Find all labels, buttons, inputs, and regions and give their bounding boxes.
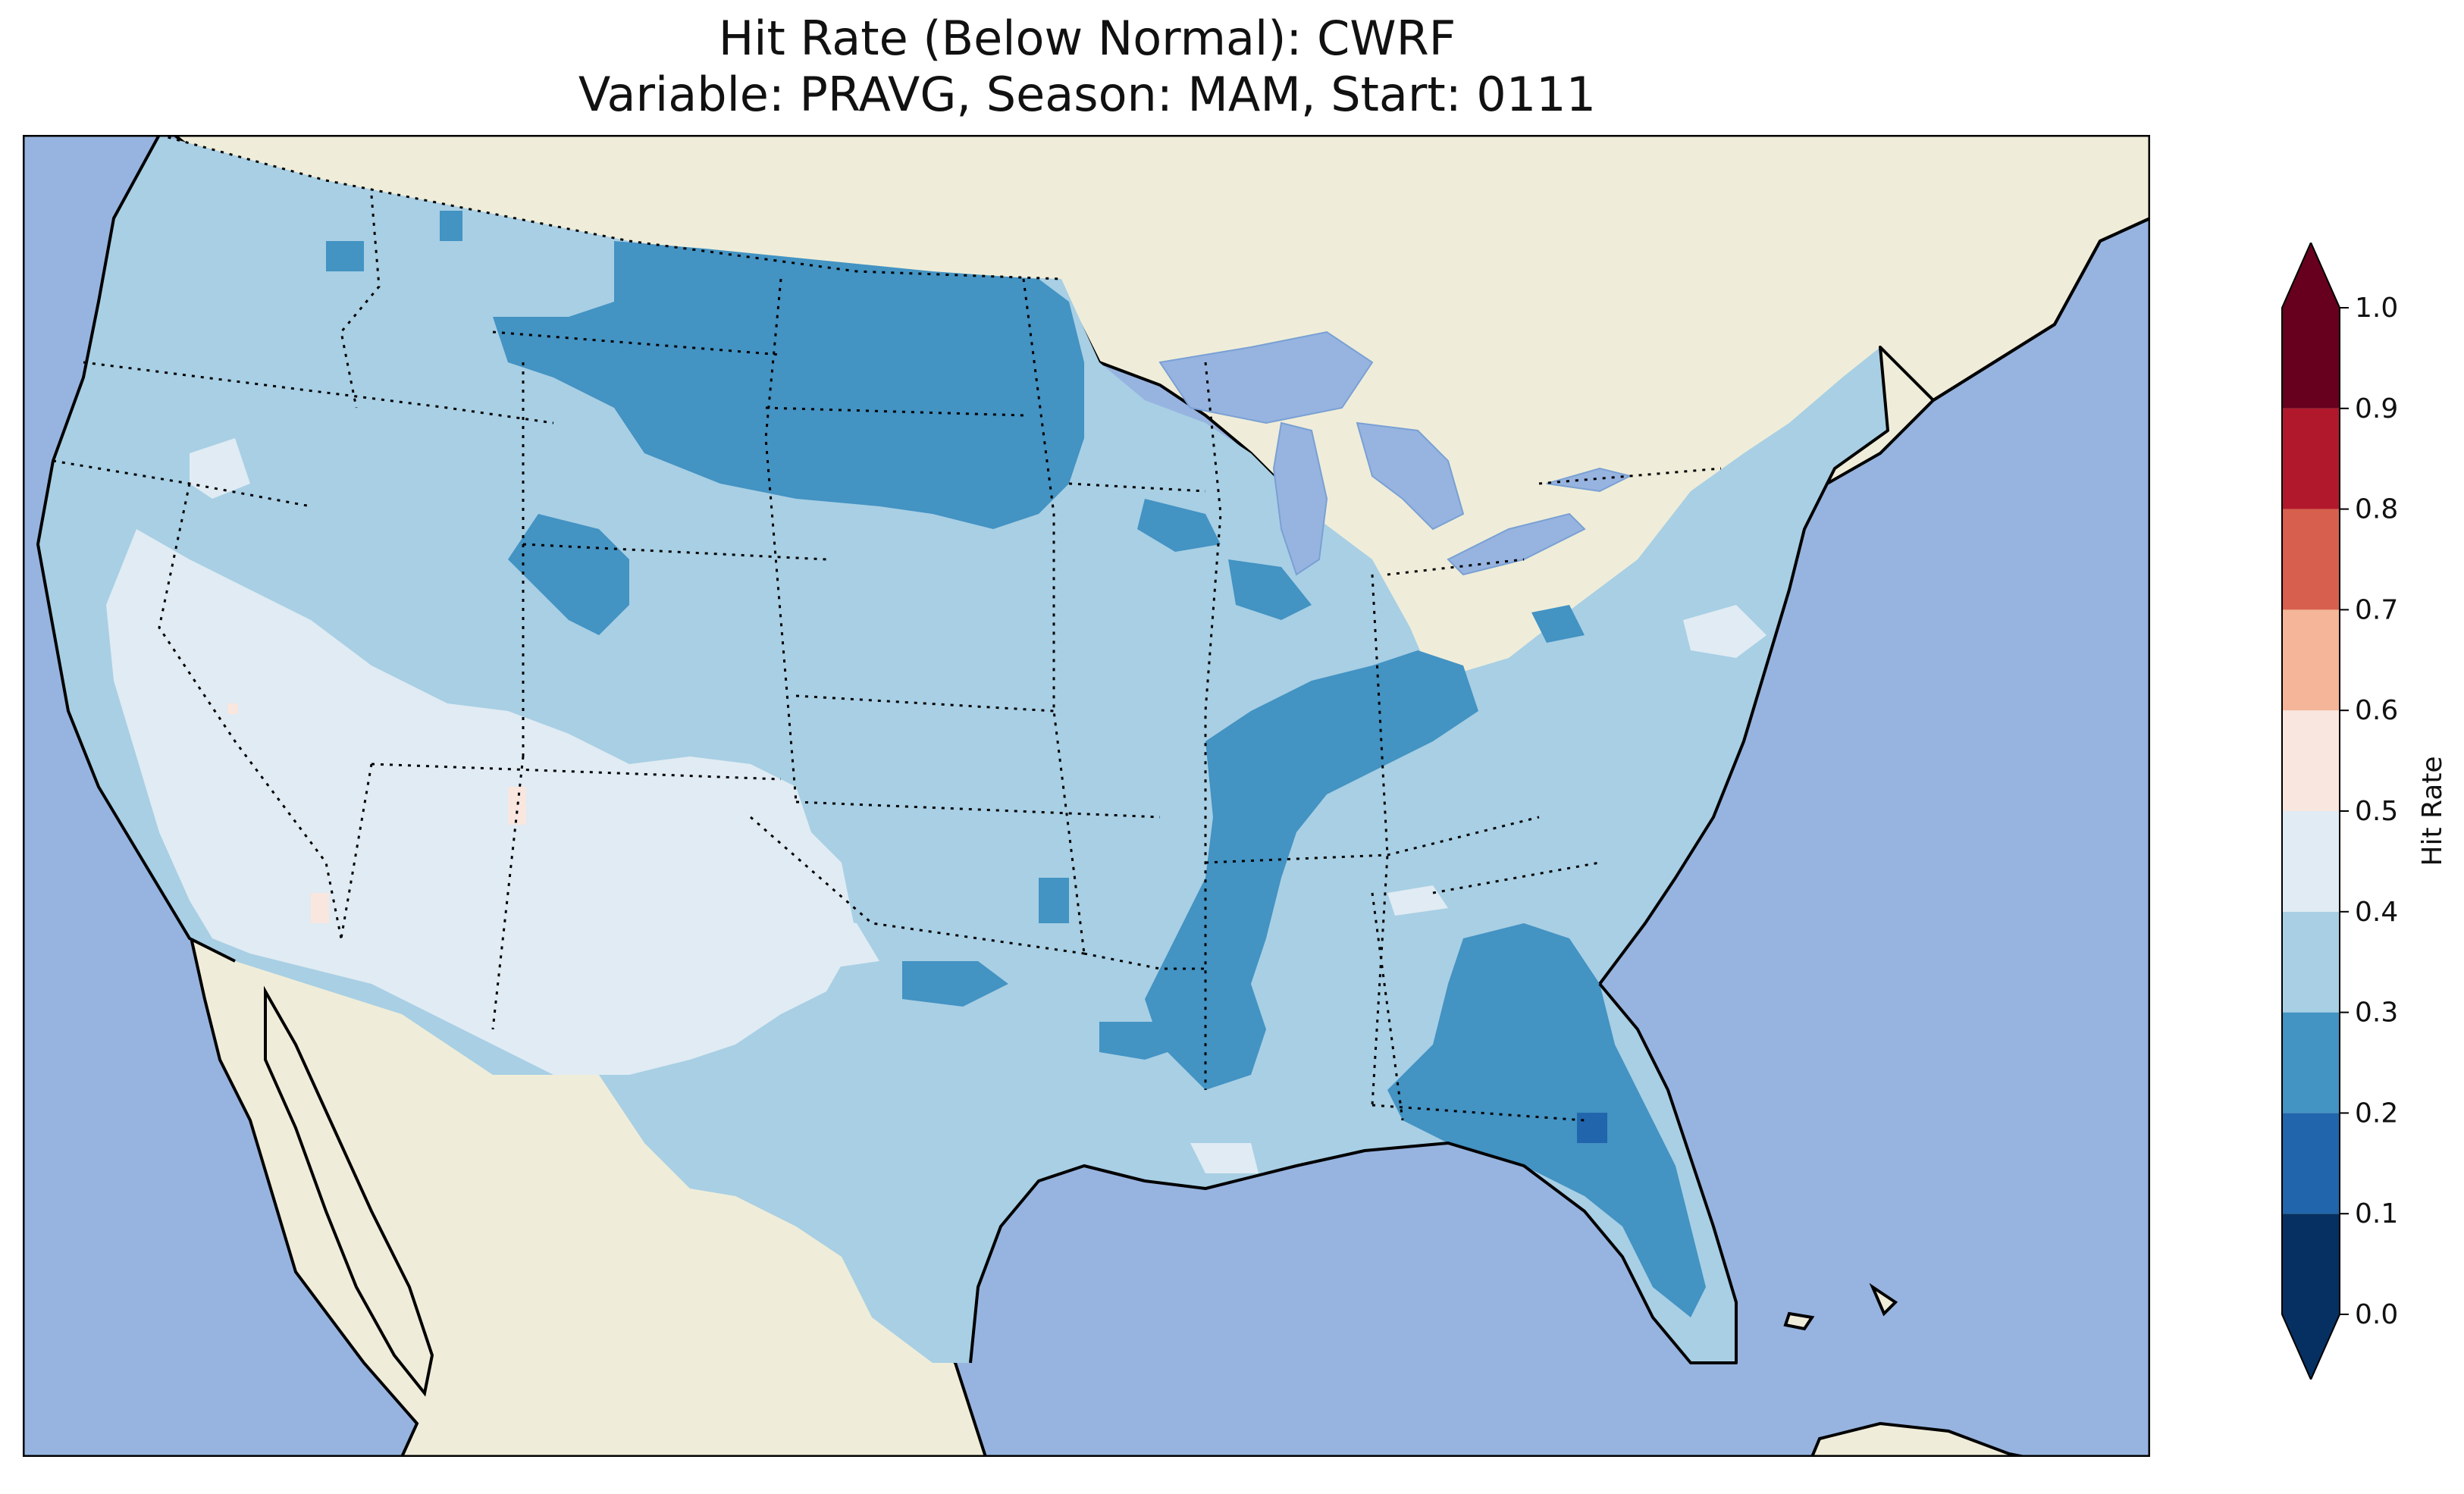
northern-plains-low-region	[493, 241, 1084, 529]
baja-peninsula	[264, 985, 434, 1397]
south-florida-lowest-spot	[1577, 1113, 1607, 1143]
state-borders	[52, 135, 1722, 1122]
colorbar-label: Hit Rate	[2417, 756, 2448, 866]
southwest-peak-spot-2	[311, 893, 329, 923]
colorbar: 0.0 0.1 0.2 0.3 0.4 0.5 0.6 0.7 0.8 0.9 1.0 Hit Ra…	[2281, 243, 2448, 1380]
colorbar-tick-label: 0.2	[2355, 1098, 2398, 1129]
cuba-island	[1810, 1421, 2025, 1457]
southwest-high-region	[106, 529, 857, 1075]
texas-low-patch	[902, 961, 1008, 1007]
colorbar-ticks: 0.0 0.1 0.2 0.3 0.4 0.5 0.6 0.7 0.8 0.9 1.0	[2340, 293, 2398, 1330]
gulf-coast-line	[969, 982, 1738, 1364]
border-pa-ny	[1538, 467, 1722, 485]
nevada-peak-spot	[227, 703, 238, 714]
map-panel	[23, 135, 2150, 1457]
oregon-low-patch	[440, 211, 462, 241]
border-wa-or	[83, 361, 554, 424]
idaho-high-patch	[190, 438, 250, 499]
colorbar-extend-max	[2282, 243, 2340, 308]
border-al-ga	[1371, 892, 1404, 1121]
colorbar-bin	[2282, 911, 2340, 1013]
border-nm-tx	[491, 756, 525, 1030]
border-ne-ks	[795, 694, 1055, 713]
colorbar-tick-label: 0.4	[2355, 897, 2398, 928]
lake-huron	[1356, 421, 1465, 531]
border-tn-ky	[1205, 816, 1540, 864]
colorbar-bin	[2282, 1214, 2340, 1314]
coastlines	[36, 135, 2150, 1364]
colorbar-bin	[2282, 509, 2340, 610]
colorbar-tick-label: 0.0	[2355, 1299, 2398, 1330]
west-coast-line	[36, 135, 236, 963]
colorbar-tick-label: 0.9	[2355, 393, 2398, 424]
border-ut-az	[340, 763, 373, 939]
oklahoma-low-patch	[1039, 878, 1069, 923]
mississippi-valley-low-region	[1145, 650, 1478, 1090]
gulf-low-patch	[1099, 1022, 1190, 1060]
colorbar-tick-label: 1.0	[2355, 293, 2398, 324]
colorbar-bin	[2282, 710, 2340, 811]
colorbar-tick-label: 0.3	[2355, 998, 2398, 1029]
map-title-line-2: Variable: PRAVG, Season: MAM, Start: 011…	[578, 67, 1597, 122]
ohio-low-patch	[1531, 605, 1585, 643]
southeast-low-region	[1387, 923, 1706, 1317]
lake-erie	[1447, 512, 1586, 576]
lake-michigan	[1272, 421, 1328, 576]
gulf-high-patch	[1190, 1143, 1259, 1173]
lake-superior	[1158, 330, 1374, 424]
border-nd-sd	[765, 406, 1024, 417]
border-vertical-3	[1204, 362, 1222, 1090]
colorbar-bin	[2282, 609, 2340, 711]
southwest-peak-spot	[508, 787, 526, 825]
upper-midwest-low-patch	[1137, 499, 1221, 552]
texas-high-patch	[811, 916, 879, 969]
border-vertical-2	[1022, 278, 1086, 954]
colorbar-bin	[2282, 408, 2340, 509]
colorbar-bins	[2281, 243, 2340, 1380]
map-title-line-1: Hit Rate (Below Normal): CWRF	[718, 11, 1456, 66]
bahamas-island-2	[1869, 1283, 1898, 1317]
border-idaho-mt	[340, 195, 381, 409]
border-mt-wy	[492, 330, 782, 356]
colorbar-tick-label: 0.7	[2355, 594, 2398, 625]
map-frame	[23, 135, 2150, 1457]
colorbar-tick-label: 0.1	[2355, 1198, 2398, 1229]
colorbar-extend-min	[2282, 1314, 2340, 1380]
pennsylvania-high-patch	[1683, 605, 1766, 658]
colorbar-tick-label: 0.5	[2355, 796, 2398, 827]
wyoming-high-patch	[705, 764, 811, 855]
hit-rate-field	[38, 135, 1888, 1363]
border-vertical-4	[1371, 574, 1389, 1106]
montana-west-low-patch	[326, 241, 364, 271]
colorbar-tick-label: 0.6	[2355, 695, 2398, 726]
colorbar-tick-label: 0.8	[2355, 494, 2398, 525]
east-coast-line	[1598, 217, 2150, 985]
border-nc-sc	[1432, 861, 1600, 894]
colorbar-bin	[2282, 308, 2340, 409]
border-ca-nv	[158, 483, 343, 939]
great-lakes	[1158, 330, 1632, 576]
bahamas-island	[1783, 1311, 1815, 1331]
colorbar-bin	[2282, 1113, 2340, 1214]
iowa-illinois-low-patch	[1228, 559, 1312, 620]
border-ks-ok	[795, 800, 1161, 819]
colorbar-bin	[2282, 1012, 2340, 1113]
colorado-low-region	[508, 514, 629, 635]
colorbar-bin	[2282, 811, 2340, 912]
